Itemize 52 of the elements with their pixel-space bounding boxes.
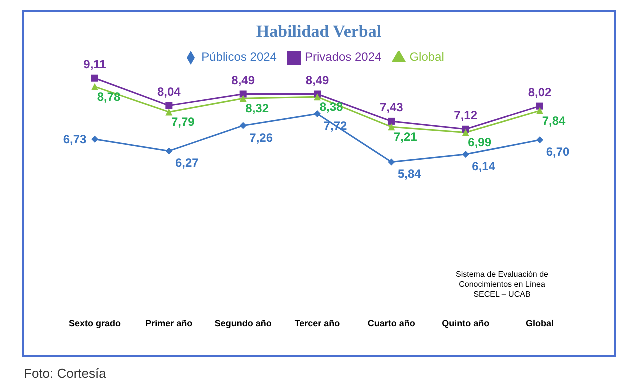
data-label: 9,11 xyxy=(84,57,107,72)
point xyxy=(92,83,98,90)
point xyxy=(166,102,173,110)
data-label: 6,73 xyxy=(63,132,87,146)
point xyxy=(536,136,544,144)
point xyxy=(388,118,396,125)
point xyxy=(462,129,470,136)
data-label: 7,43 xyxy=(380,100,404,114)
data-label: 8,49 xyxy=(232,73,256,88)
x-tick-label: Primer año xyxy=(146,318,194,328)
data-label: 8,49 xyxy=(306,73,330,88)
x-tick-label: Segundo año xyxy=(214,318,272,328)
text: Sistema de Evaluación de Conocimientos en Línea SECEL – UCAB xyxy=(456,270,548,300)
data-label: 7,84 xyxy=(542,114,566,128)
data-label: 6,99 xyxy=(468,136,492,150)
legend-label: Global xyxy=(410,50,444,64)
data-label: 6,14 xyxy=(472,160,496,174)
data-label: 8,78 xyxy=(97,90,121,104)
point xyxy=(92,136,98,143)
x-tick-label: Cuarto año xyxy=(368,318,416,328)
data-label: 5,84 xyxy=(398,167,422,182)
data-label: 8,02 xyxy=(528,85,552,100)
data-label: 6,70 xyxy=(546,145,570,160)
data-label: 8,04 xyxy=(157,84,182,99)
x-tick-label: Tercer año xyxy=(294,318,341,328)
point xyxy=(462,151,470,158)
x-tick-label: Global xyxy=(526,318,554,328)
chart-title: Habilidad Verbal xyxy=(255,22,383,42)
point xyxy=(314,94,321,101)
point xyxy=(240,122,247,130)
data-label: 7,12 xyxy=(454,108,478,122)
point xyxy=(92,74,98,82)
point xyxy=(166,108,173,116)
point xyxy=(536,107,544,114)
point xyxy=(240,90,247,98)
data-label: 8,38 xyxy=(320,100,344,114)
data-label: 7,21 xyxy=(394,130,418,144)
point xyxy=(240,95,247,102)
point xyxy=(388,124,396,131)
legend-label: Privados 2024 xyxy=(304,50,382,64)
x-tick-label: Sexto grado xyxy=(68,318,122,328)
point xyxy=(166,148,173,155)
data-label: 7,79 xyxy=(171,115,196,130)
text: Foto: Cortesía xyxy=(24,366,106,381)
point xyxy=(536,102,544,110)
point xyxy=(314,110,321,118)
data-label: 6,27 xyxy=(175,156,200,170)
data-label: 7,26 xyxy=(250,130,274,145)
point xyxy=(388,158,396,166)
x-tick-label: Quinto año xyxy=(442,318,490,328)
data-label: 8,32 xyxy=(246,102,270,116)
legend-label: Públicos 2024 xyxy=(202,50,277,64)
